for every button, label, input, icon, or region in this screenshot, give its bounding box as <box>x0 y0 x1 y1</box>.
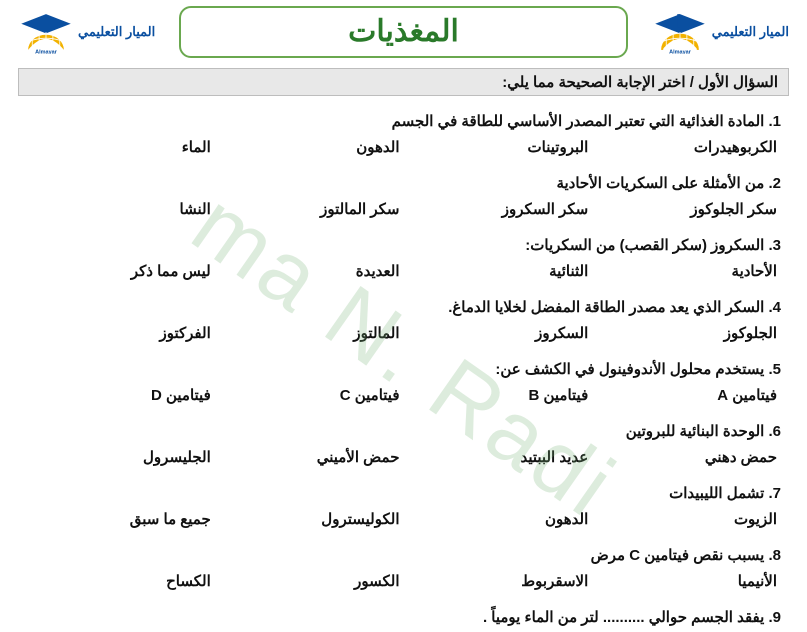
options-row: الكربوهيدراتالبروتيناتالدهونالماء <box>26 136 781 164</box>
question-block: 2. من الأمثلة على السكريات الأحاديةسكر ا… <box>26 170 781 226</box>
question-text: 2. من الأمثلة على السكريات الأحادية <box>26 170 781 198</box>
question-text: 5. يستخدم محلول الأندوفينول في الكشف عن: <box>26 356 781 384</box>
question-block: 6. الوحدة البنائية للبروتينحمض دهنيعديد … <box>26 418 781 474</box>
question-block: 5. يستخدم محلول الأندوفينول في الكشف عن:… <box>26 356 781 412</box>
brand-name-ar-2: الميار التعليمي <box>78 24 155 40</box>
question-block: 3. السكروز (سكر القصب) من السكريات:الأحا… <box>26 232 781 288</box>
svg-text:Almayar: Almayar <box>669 49 692 54</box>
svg-text:Almayar: Almayar <box>35 49 58 54</box>
option: حمض الأميني <box>215 446 404 468</box>
options-row: الجلوكوزالسكروزالمالتوزالفركتوز <box>26 322 781 350</box>
option: فيتامين D <box>26 384 215 406</box>
option: الدهون <box>215 136 404 158</box>
option: الكربوهيدرات <box>592 136 781 158</box>
options-row: الزيوتالدهونالكوليسترولجميع ما سبق <box>26 508 781 536</box>
header: الميار التعليمي Almayar <box>18 6 789 58</box>
option: الثنائية <box>404 260 593 282</box>
question-block: 1. المادة الغذائية التي تعتبر المصدر الأ… <box>26 108 781 164</box>
options-row: سكر الجلوكوزسكر السكروزسكر المالتوزالنشا <box>26 198 781 226</box>
option: الفركتوز <box>26 322 215 344</box>
options-row: الأحاديةالثنائيةالعديدةليس مما ذكر <box>26 260 781 288</box>
question-text: 1. المادة الغذائية التي تعتبر المصدر الأ… <box>26 108 781 136</box>
option: الزيوت <box>592 508 781 530</box>
questions-container: 1. المادة الغذائية التي تعتبر المصدر الأ… <box>18 108 789 632</box>
option: العديدة <box>215 260 404 282</box>
option: جميع ما سبق <box>26 508 215 530</box>
question-text: 7. تشمل الليبيدات <box>26 480 781 508</box>
option: فيتامين B <box>404 384 593 406</box>
options-row: فيتامين Aفيتامين Bفيتامين Cفيتامين D <box>26 384 781 412</box>
option: الجلوكوز <box>592 322 781 344</box>
logo-icon: Almayar <box>652 10 708 54</box>
question-block: 8. يسبب نقص فيتامين C مرضالأنيمياالاسقرب… <box>26 542 781 598</box>
question-text: 3. السكروز (سكر القصب) من السكريات: <box>26 232 781 260</box>
option: سكر المالتوز <box>215 198 404 220</box>
question-text: 8. يسبب نقص فيتامين C مرض <box>26 542 781 570</box>
option: الاسقربوط <box>404 570 593 592</box>
instruction-bar: السؤال الأول / اختر الإجابة الصحيحة مما … <box>18 68 789 96</box>
logo-left: الميار التعليمي Almayar <box>18 10 155 54</box>
question-block: 9. يفقد الجسم حوالي .......... لتر من ال… <box>26 604 781 632</box>
page-title: المغذيات <box>191 14 616 50</box>
option: ليس مما ذكر <box>26 260 215 282</box>
option: سكر السكروز <box>404 198 593 220</box>
logo-right: الميار التعليمي Almayar <box>652 10 789 54</box>
option: الدهون <box>404 508 593 530</box>
options-row: حمض دهنيعديد الببتيدحمض الأمينيالجليسرول <box>26 446 781 474</box>
title-box: المغذيات <box>179 6 628 58</box>
option: الكسور <box>215 570 404 592</box>
option: الماء <box>26 136 215 158</box>
option: الكوليسترول <box>215 508 404 530</box>
option: الأنيميا <box>592 570 781 592</box>
option: فيتامين C <box>215 384 404 406</box>
option: السكروز <box>404 322 593 344</box>
question-block: 7. تشمل الليبيداتالزيوتالدهونالكوليسترول… <box>26 480 781 536</box>
question-text: 6. الوحدة البنائية للبروتين <box>26 418 781 446</box>
question-text: 4. السكر الذي يعد مصدر الطاقة المفضل لخل… <box>26 294 781 322</box>
option: سكر الجلوكوز <box>592 198 781 220</box>
logo-icon: Almayar <box>18 10 74 54</box>
option: حمض دهني <box>592 446 781 468</box>
option: فيتامين A <box>592 384 781 406</box>
option: عديد الببتيد <box>404 446 593 468</box>
option: البروتينات <box>404 136 593 158</box>
option: الجليسرول <box>26 446 215 468</box>
brand-name-ar: الميار التعليمي <box>712 24 789 40</box>
option: الأحادية <box>592 260 781 282</box>
option: المالتوز <box>215 322 404 344</box>
option: الكساح <box>26 570 215 592</box>
question-block: 4. السكر الذي يعد مصدر الطاقة المفضل لخل… <box>26 294 781 350</box>
option: النشا <box>26 198 215 220</box>
question-text: 9. يفقد الجسم حوالي .......... لتر من ال… <box>26 604 781 632</box>
